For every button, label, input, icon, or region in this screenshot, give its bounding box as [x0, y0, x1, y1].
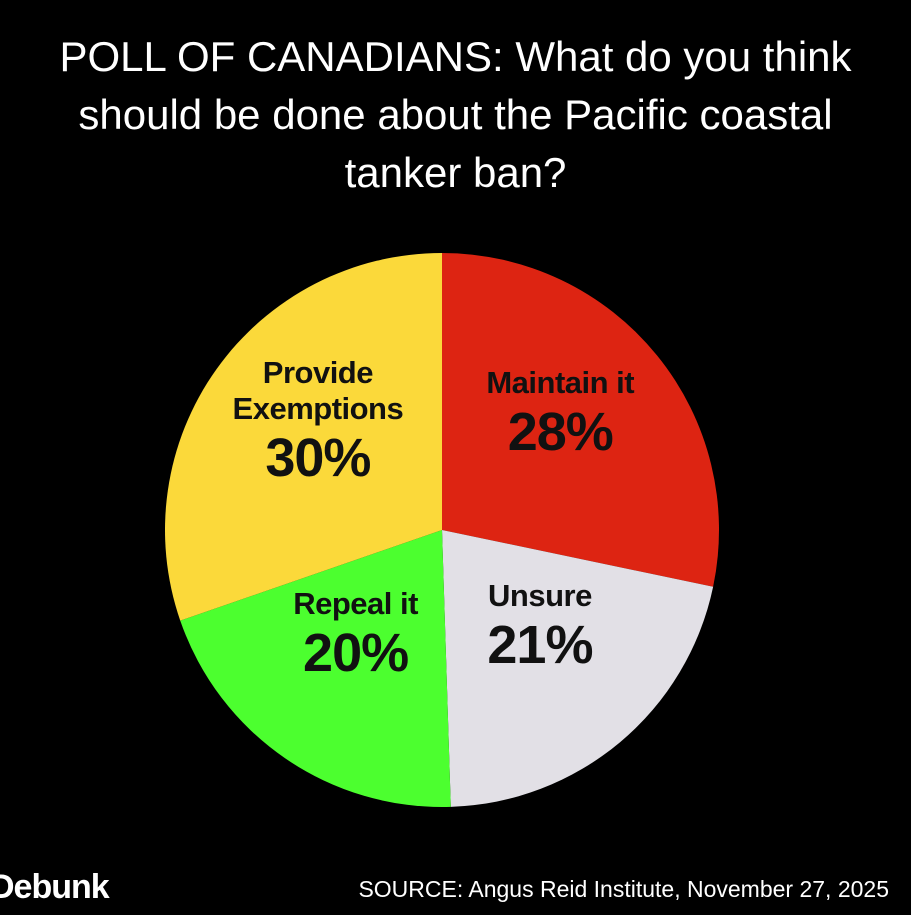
- slice-label: Provide Exemptions 30%: [213, 355, 423, 489]
- value-label: 28%: [507, 401, 614, 462]
- logo: Debunk: [0, 868, 110, 906]
- slice-label: Unsure 21%: [435, 578, 645, 676]
- category-label: Provide Exemptions: [232, 354, 404, 426]
- pie-slice: [442, 253, 720, 587]
- chart-title: POLL OF CANADIANS: What do you think sho…: [59, 33, 852, 196]
- value-label: 20%: [303, 623, 409, 684]
- pie-slice: [180, 530, 451, 807]
- slice-label: Repeal it 20%: [251, 586, 461, 684]
- pie-slice: [442, 530, 714, 807]
- value-label: 30%: [265, 427, 371, 488]
- category-label: Maintain it: [486, 364, 635, 400]
- category-label: Repeal it: [293, 586, 418, 622]
- slice-label: Maintain it 28%: [455, 365, 665, 463]
- pie-slice: [165, 253, 442, 621]
- category-label: Unsure: [488, 577, 592, 613]
- value-label: 21%: [487, 614, 593, 675]
- source: SOURCE: Angus Reid Institute, November 2…: [358, 876, 889, 902]
